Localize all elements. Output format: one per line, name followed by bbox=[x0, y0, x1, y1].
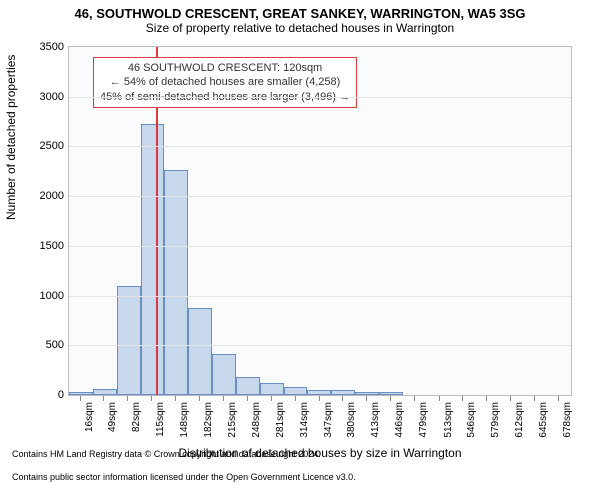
x-tick-mark bbox=[127, 396, 128, 401]
x-tick-label: 182sqm bbox=[203, 402, 214, 438]
footer-attribution: Contains HM Land Registry data © Crown c… bbox=[12, 438, 356, 494]
histogram-bar bbox=[117, 286, 141, 395]
histogram-bar bbox=[331, 390, 355, 395]
x-tick-label: 645sqm bbox=[538, 402, 549, 438]
x-tick-mark bbox=[366, 396, 367, 401]
y-tick-label: 3000 bbox=[40, 91, 64, 103]
histogram-bar bbox=[236, 377, 260, 395]
x-tick-mark bbox=[80, 396, 81, 401]
grid-line bbox=[69, 345, 571, 346]
footer-line-1: Contains HM Land Registry data © Crown c… bbox=[12, 449, 356, 460]
x-tick-mark bbox=[414, 396, 415, 401]
chart-title-sub: Size of property relative to detached ho… bbox=[0, 21, 600, 37]
histogram-bar bbox=[307, 390, 331, 395]
x-tick-mark bbox=[271, 396, 272, 401]
y-tick-label: 3500 bbox=[40, 41, 64, 53]
chart-title-main: 46, SOUTHWOLD CRESCENT, GREAT SANKEY, WA… bbox=[0, 0, 600, 21]
x-tick-mark bbox=[151, 396, 152, 401]
x-tick-label: 612sqm bbox=[514, 402, 525, 438]
x-tick-label: 347sqm bbox=[323, 402, 334, 438]
y-tick-label: 2500 bbox=[40, 140, 64, 152]
x-tick-label: 513sqm bbox=[443, 402, 454, 438]
x-tick-mark bbox=[319, 396, 320, 401]
x-tick-mark bbox=[342, 396, 343, 401]
x-tick-mark bbox=[510, 396, 511, 401]
annotation-line-2: ← 54% of detached houses are smaller (4,… bbox=[100, 75, 350, 89]
x-tick-label: 215sqm bbox=[227, 402, 238, 438]
x-tick-label: 413sqm bbox=[370, 402, 381, 438]
plot-area: 46 SOUTHWOLD CRESCENT: 120sqm ← 54% of d… bbox=[68, 46, 572, 396]
histogram-bar bbox=[141, 124, 165, 395]
x-tick-mark bbox=[247, 396, 248, 401]
histogram-bar bbox=[69, 392, 93, 395]
x-tick-label: 678sqm bbox=[562, 402, 573, 438]
grid-line bbox=[69, 246, 571, 247]
x-tick-label: 16sqm bbox=[84, 402, 95, 432]
x-tick-mark bbox=[390, 396, 391, 401]
y-axis: 0500100015002000250030003500 bbox=[30, 46, 68, 396]
x-tick-mark bbox=[462, 396, 463, 401]
histogram-bar bbox=[379, 392, 403, 395]
histogram-bar bbox=[164, 170, 188, 395]
x-tick-mark bbox=[439, 396, 440, 401]
x-tick-mark bbox=[534, 396, 535, 401]
footer-line-2: Contains public sector information licen… bbox=[12, 472, 356, 483]
grid-line bbox=[69, 97, 571, 98]
x-tick-label: 546sqm bbox=[466, 402, 477, 438]
x-tick-label: 314sqm bbox=[299, 402, 310, 438]
x-tick-label: 380sqm bbox=[346, 402, 357, 438]
grid-line bbox=[69, 296, 571, 297]
y-tick-label: 500 bbox=[46, 339, 64, 351]
x-tick-label: 148sqm bbox=[179, 402, 190, 438]
x-tick-mark bbox=[223, 396, 224, 401]
x-tick-label: 49sqm bbox=[107, 402, 118, 432]
histogram-bar bbox=[93, 389, 117, 395]
x-tick-mark bbox=[558, 396, 559, 401]
annotation-box: 46 SOUTHWOLD CRESCENT: 120sqm ← 54% of d… bbox=[93, 57, 357, 108]
x-tick-label: 115sqm bbox=[155, 402, 166, 437]
x-tick-label: 281sqm bbox=[275, 402, 286, 438]
y-tick-label: 1000 bbox=[40, 290, 64, 302]
histogram-bar bbox=[284, 387, 308, 395]
x-tick-mark bbox=[175, 396, 176, 401]
x-tick-label: 446sqm bbox=[394, 402, 405, 438]
histogram-bar bbox=[212, 354, 236, 395]
histogram-bar bbox=[355, 392, 379, 395]
x-tick-mark bbox=[103, 396, 104, 401]
grid-line bbox=[69, 196, 571, 197]
x-tick-label: 82sqm bbox=[131, 402, 142, 432]
annotation-line-1: 46 SOUTHWOLD CRESCENT: 120sqm bbox=[100, 61, 350, 75]
histogram-bar bbox=[188, 308, 212, 395]
x-tick-label: 579sqm bbox=[490, 402, 501, 438]
histogram-bar bbox=[260, 383, 284, 395]
x-tick-mark bbox=[295, 396, 296, 401]
x-tick-label: 479sqm bbox=[418, 402, 429, 438]
y-axis-label: Number of detached properties bbox=[4, 55, 18, 220]
x-tick-label: 248sqm bbox=[251, 402, 262, 438]
y-tick-label: 2000 bbox=[40, 190, 64, 202]
x-tick-mark bbox=[486, 396, 487, 401]
grid-line bbox=[69, 146, 571, 147]
y-tick-label: 1500 bbox=[40, 240, 64, 252]
y-tick-label: 0 bbox=[58, 389, 64, 401]
x-tick-mark bbox=[199, 396, 200, 401]
